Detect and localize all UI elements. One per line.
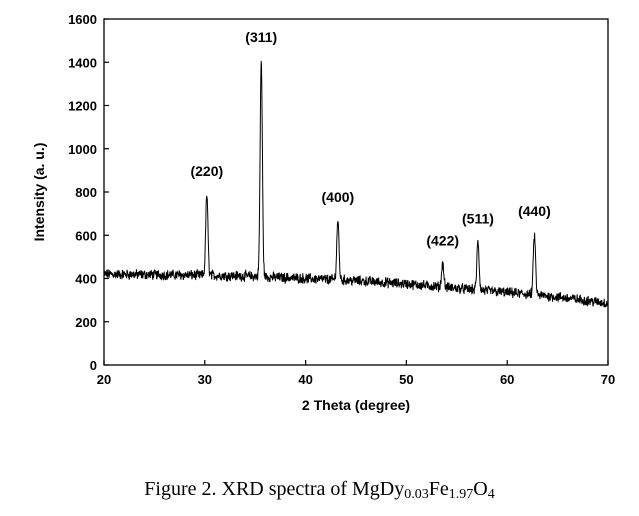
y-tick-label: 800 — [75, 185, 97, 200]
caption-prefix: Figure 2. XRD spectra of MgDy — [144, 478, 405, 500]
xrd-chart: 20 30 40 50 60 70 0 200 400 600 800 1000 1200 1400 160… — [31, 12, 615, 413]
xrd-spectrum-line — [103, 60, 609, 308]
x-tick-label: 40 — [298, 372, 312, 387]
caption-sub-dy: 0.03 — [404, 487, 429, 502]
caption-sub-o: 4 — [487, 487, 495, 502]
x-axis-title: 2 Theta (degree) — [302, 397, 410, 413]
caption-fe: Fe — [428, 478, 449, 500]
x-tick-label: 70 — [601, 372, 615, 387]
y-tick-label: 200 — [75, 315, 97, 330]
peak-label: (422) — [426, 232, 459, 248]
peak-label: (311) — [245, 29, 277, 45]
plot-frame — [103, 18, 609, 366]
y-tick-label: 400 — [75, 272, 97, 287]
caption-o: O — [473, 478, 488, 500]
x-tick-label: 60 — [500, 372, 514, 387]
figure-caption: Figure 2. XRD spectra of MgDy0.03Fe1.97O… — [0, 478, 639, 503]
y-tick-label: 1200 — [68, 99, 97, 114]
x-tick-label: 50 — [399, 372, 413, 387]
peak-labels: (220) (311) (400) (422)(511) (440) — [190, 29, 550, 248]
y-tick-label: 600 — [75, 228, 97, 243]
peak-label: (511) — [462, 211, 494, 227]
y-axis-title: Intensity (a. u.) — [31, 143, 47, 242]
y-tick-label: 0 — [90, 358, 97, 373]
x-tick-label: 30 — [198, 372, 212, 387]
caption-sub-fe: 1.97 — [448, 487, 474, 502]
y-tick-label: 1600 — [68, 12, 97, 27]
peak-label: (440) — [518, 203, 551, 219]
y-tick-label: 1000 — [68, 142, 97, 157]
peak-label: (400) — [322, 189, 355, 205]
x-tick-label: 20 — [97, 372, 111, 387]
y-tick-label: 1400 — [68, 55, 97, 70]
peak-label: (220) — [190, 163, 223, 179]
chart-axes: 20 30 40 50 60 70 0 200 400 600 800 1000 1200 1400 160… — [68, 12, 615, 387]
